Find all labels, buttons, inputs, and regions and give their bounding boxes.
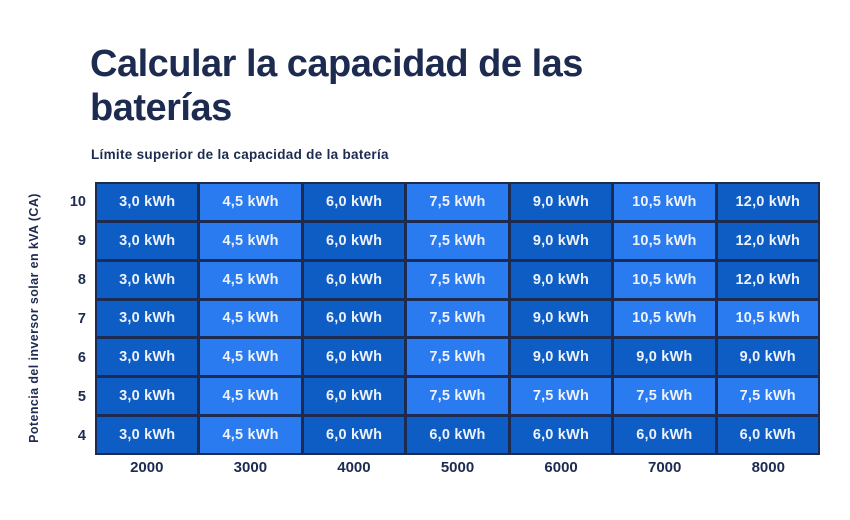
capacity-cell: 6,0 kWh — [303, 222, 405, 259]
page-title-line2: baterías — [90, 87, 232, 129]
capacity-cell: 3,0 kWh — [97, 184, 198, 220]
capacity-cell: 7,5 kWh — [717, 378, 818, 415]
y-tick-label: 9 — [77, 232, 86, 249]
capacity-cell: 6,0 kWh — [717, 417, 818, 453]
capacity-cell: 3,0 kWh — [97, 222, 198, 259]
y-tick-label: 5 — [77, 388, 86, 405]
capacity-cell: 3,0 kWh — [97, 378, 198, 415]
capacity-cell: 12,0 kWh — [717, 184, 818, 220]
capacity-cell: 9,0 kWh — [614, 339, 715, 376]
capacity-cell: 7,5 kWh — [614, 378, 715, 415]
capacity-cell: 4,5 kWh — [200, 300, 301, 337]
capacity-cell: 10,5 kWh — [614, 300, 715, 337]
capacity-cell: 4,5 kWh — [200, 378, 301, 415]
capacity-cell: 4,5 kWh — [200, 339, 301, 376]
capacity-cell: 7,5 kWh — [407, 378, 508, 415]
capacity-cell: 4,5 kWh — [200, 417, 301, 453]
capacity-cell: 7,5 kWh — [407, 222, 508, 259]
x-tick-label: 2000 — [130, 459, 164, 476]
y-axis-label: Potencia del inversor solar en kVA (CA) — [27, 193, 41, 443]
capacity-cell: 4,5 kWh — [200, 261, 301, 298]
capacity-cell: 12,0 kWh — [717, 261, 818, 298]
capacity-cell: 12,0 kWh — [717, 222, 818, 259]
capacity-cell: 6,0 kWh — [510, 417, 612, 453]
page-title-line1: Calcular la capacidad de las — [90, 43, 583, 85]
y-tick-label: 10 — [69, 193, 86, 210]
capacity-cell: 10,5 kWh — [614, 222, 715, 259]
x-tick-label: 8000 — [751, 459, 785, 476]
y-axis-ticks: 10 9 8 7 6 5 4 — [56, 182, 86, 455]
capacity-cell: 10,5 kWh — [614, 184, 715, 220]
capacity-cell: 4,5 kWh — [200, 184, 301, 220]
y-tick-label: 6 — [77, 349, 86, 366]
capacity-cell: 6,0 kWh — [303, 378, 405, 415]
capacity-cell: 7,5 kWh — [407, 300, 508, 337]
x-tick-label: 3000 — [233, 459, 268, 476]
capacity-table: 3,0 kWh 4,5 kWh 6,0 kWh 7,5 kWh 9,0 kWh 10,5 … — [95, 182, 820, 455]
capacity-cell: 10,5 kWh — [717, 300, 818, 337]
capacity-cell: 9,0 kWh — [510, 339, 612, 376]
y-tick-label: 4 — [77, 427, 86, 444]
x-tick-label: 6000 — [544, 459, 578, 476]
capacity-cell: 3,0 kWh — [97, 417, 198, 453]
capacity-cell: 7,5 kWh — [407, 261, 508, 298]
capacity-cell: 3,0 kWh — [97, 261, 198, 298]
capacity-cell: 7,5 kWh — [510, 378, 612, 415]
x-tick-label: 4000 — [337, 459, 371, 476]
capacity-cell: 6,0 kWh — [407, 417, 508, 453]
capacity-cell: 10,5 kWh — [614, 261, 715, 298]
capacity-cell: 9,0 kWh — [510, 184, 612, 220]
capacity-cell: 9,0 kWh — [510, 300, 612, 337]
capacity-cell: 7,5 kWh — [407, 339, 508, 376]
capacity-cell: 6,0 kWh — [303, 184, 405, 220]
capacity-cell: 6,0 kWh — [614, 417, 715, 453]
capacity-cell: 6,0 kWh — [303, 339, 405, 376]
x-axis-ticks: 2000 3000 4000 5000 6000 7000 8000 — [95, 459, 820, 476]
capacity-cell: 6,0 kWh — [303, 300, 405, 337]
capacity-cell: 7,5 kWh — [407, 184, 508, 220]
x-tick-label: 7000 — [647, 459, 682, 476]
page-title: Calcular la capacidad de las baterías — [90, 42, 583, 130]
capacity-cell: 3,0 kWh — [97, 300, 198, 337]
capacity-cell: 6,0 kWh — [303, 261, 405, 298]
capacity-cell: 4,5 kWh — [200, 222, 301, 259]
capacity-cell: 9,0 kWh — [717, 339, 818, 376]
capacity-cell: 9,0 kWh — [510, 261, 612, 298]
y-tick-label: 7 — [77, 310, 86, 327]
capacity-cell: 3,0 kWh — [97, 339, 198, 376]
page-subtitle: Límite superior de la capacidad de la ba… — [91, 147, 389, 162]
x-tick-label: 5000 — [440, 459, 475, 476]
capacity-cell: 9,0 kWh — [510, 222, 612, 259]
y-tick-label: 8 — [77, 271, 86, 288]
capacity-cell: 6,0 kWh — [303, 417, 405, 453]
